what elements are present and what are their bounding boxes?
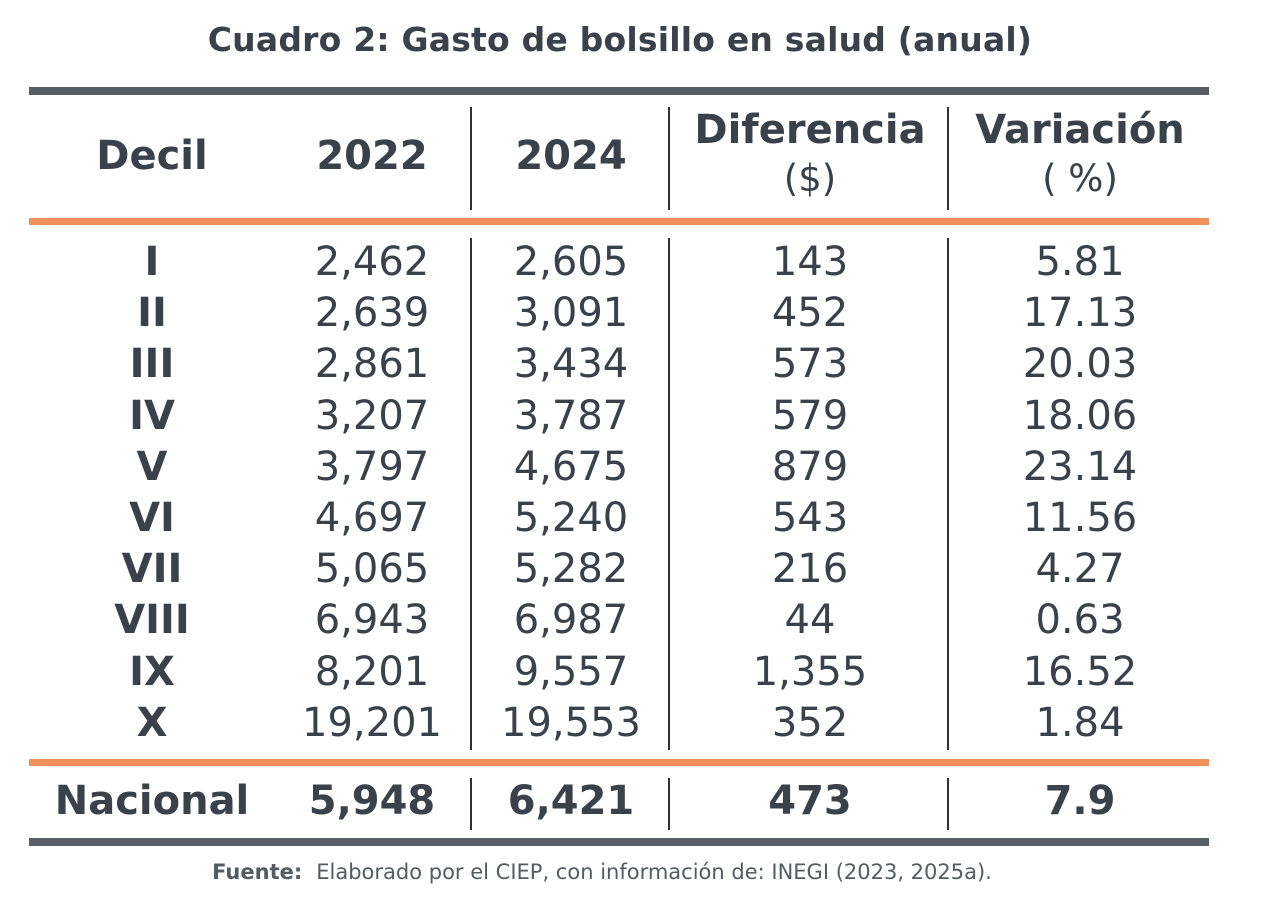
- table-cell-diferencia: 352: [771, 699, 849, 746]
- table-cell-decil: III: [129, 341, 175, 388]
- table-cell-y2024: 5,282: [513, 546, 629, 593]
- table-cell-decil: VIII: [114, 597, 190, 644]
- table-cell-y2022: 2,861: [314, 341, 430, 388]
- body-divider-2: [668, 238, 670, 750]
- table-cell-y2024: 2,605: [513, 239, 629, 285]
- table-cell-y2022: 8,201: [314, 648, 430, 695]
- table-cell-variacion: 1.84: [1035, 699, 1125, 746]
- table-cell-decil: IX: [129, 648, 175, 695]
- source-note: Fuente: Elaborado por el CIEP, con inform…: [0, 860, 1204, 884]
- table-cell-diferencia: 579: [771, 392, 849, 439]
- header-divider-2: [668, 107, 670, 210]
- table-cell-diferencia: 143: [771, 239, 849, 285]
- table-cell-variacion: 23.14: [1022, 443, 1138, 490]
- table-cell-y2024: 3,787: [513, 392, 629, 439]
- table-cell-y2024: 5,240: [513, 495, 629, 541]
- table-cell-diferencia: 44: [784, 597, 836, 644]
- table-cell-variacion: 0.63: [1035, 597, 1125, 644]
- table-cell-y2022: 5,065: [314, 546, 430, 593]
- header-diferencia: Diferencia: [694, 107, 926, 153]
- table-cell-decil: I: [144, 239, 160, 285]
- table-cell-y2022: 4,697: [314, 495, 430, 541]
- header-decil: Decil: [96, 133, 208, 179]
- source-text: Elaborado por el CIEP, con información d…: [316, 860, 992, 884]
- bottom-rule: [29, 838, 1209, 846]
- table-cell-diferencia: 452: [771, 290, 849, 337]
- table-cell-y2024: 9,557: [513, 648, 629, 695]
- table-cell-y2024: 19,553: [501, 699, 641, 746]
- total-rule: [29, 759, 1209, 766]
- table-cell-y2022: 2,462: [314, 239, 430, 285]
- table-cell-variacion: 18.06: [1022, 392, 1138, 439]
- table-cell-variacion: 11.56: [1022, 495, 1138, 541]
- table-cell-diferencia: 1,355: [752, 648, 868, 695]
- body-divider-1: [470, 238, 472, 750]
- table-cell-y2022: 19,201: [302, 699, 442, 746]
- total-diferencia: 473: [768, 778, 852, 824]
- header-divider-3: [947, 107, 949, 210]
- body-divider-3: [947, 238, 949, 750]
- table-cell-variacion: 17.13: [1022, 290, 1138, 337]
- table-cell-diferencia: 216: [771, 546, 849, 593]
- table-cell-decil: IV: [129, 392, 175, 439]
- header-rule: [29, 218, 1209, 225]
- table-cell-decil: VI: [129, 495, 175, 541]
- table-cell-y2022: 3,797: [314, 443, 430, 490]
- table-cell-variacion: 20.03: [1022, 341, 1138, 388]
- source-label: Fuente:: [212, 860, 303, 884]
- table-cell-diferencia: 879: [771, 443, 849, 490]
- table-cell-y2024: 3,434: [513, 341, 629, 388]
- header-variacion-unit: ( %): [1042, 157, 1118, 200]
- table-cell-variacion: 16.52: [1022, 648, 1138, 695]
- table-title: Cuadro 2: Gasto de bolsillo en salud (an…: [207, 20, 1033, 59]
- table-cell-diferencia: 543: [771, 495, 849, 541]
- table-cell-y2024: 6,987: [513, 597, 629, 644]
- total-divider-2: [668, 778, 670, 830]
- table-cell-decil: II: [137, 290, 167, 337]
- table-cell-y2022: 6,943: [314, 597, 430, 644]
- table-cell-decil: X: [136, 699, 168, 746]
- table-cell-y2024: 3,091: [513, 290, 629, 337]
- table-cell-decil: VII: [121, 546, 183, 593]
- table-cell-decil: V: [136, 443, 168, 490]
- total-divider-1: [470, 778, 472, 830]
- table-cell-y2022: 2,639: [314, 290, 430, 337]
- table-cell-variacion: 4.27: [1035, 546, 1125, 593]
- header-2022: 2022: [316, 133, 428, 179]
- table-cell-variacion: 5.81: [1035, 239, 1125, 285]
- total-divider-3: [947, 778, 949, 830]
- header-diferencia-unit: ($): [783, 157, 837, 200]
- header-variacion: Variación: [975, 107, 1185, 153]
- total-variacion: 7.9: [1044, 778, 1116, 824]
- total-2024: 6,421: [507, 778, 635, 824]
- total-2022: 5,948: [308, 778, 436, 824]
- table-cell-y2024: 4,675: [513, 443, 629, 490]
- header-divider-1: [470, 107, 472, 210]
- table-cell-y2022: 3,207: [314, 392, 430, 439]
- table-cell-diferencia: 573: [771, 341, 849, 388]
- header-2024: 2024: [515, 133, 627, 179]
- top-rule: [29, 87, 1209, 95]
- total-label: Nacional: [54, 778, 250, 824]
